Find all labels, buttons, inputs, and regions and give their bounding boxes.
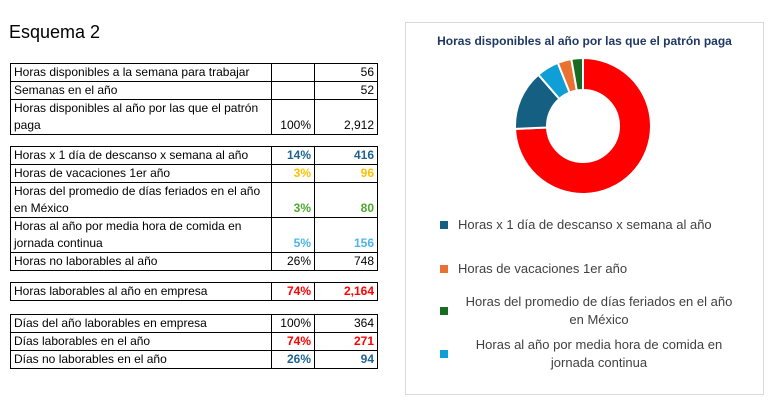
- cell-value[interactable]: 2,912: [314, 99, 378, 135]
- legend-swatch: [440, 350, 448, 358]
- cell-label[interactable]: Semanas en el año: [10, 81, 272, 100]
- cell-value[interactable]: 271: [314, 332, 378, 351]
- cell-value[interactable]: 416: [314, 146, 378, 165]
- table-row: Horas no laborables al año 26% 748: [10, 252, 378, 271]
- cell-value[interactable]: 364: [314, 314, 378, 333]
- legend-label: Horas al año por media hora de comida en…: [475, 337, 723, 370]
- sheet-title: Esquema 2: [9, 22, 101, 42]
- cell-label[interactable]: Horas x 1 día de descanso x semana al añ…: [10, 146, 272, 165]
- cell-label[interactable]: Horas laborables al año en empresa: [10, 282, 272, 301]
- cell-value[interactable]: 2,164: [314, 282, 378, 301]
- legend-item[interactable]: Horas al año por media hora de comida en…: [440, 336, 740, 372]
- table-row: Días del año laborables en empresa 100% 36…: [10, 314, 378, 333]
- legend-swatch: [440, 220, 448, 229]
- table-hours-available: Horas disponibles a la semana para traba…: [10, 63, 378, 135]
- table-row: Horas laborables al año en empresa 74% 2,1…: [10, 282, 378, 301]
- donut-chart[interactable]: Horas disponibles al año por las que el …: [405, 22, 764, 395]
- cell-value[interactable]: 56: [314, 63, 378, 82]
- cell-value[interactable]: 94: [314, 350, 378, 369]
- table-row: Horas x 1 día de descanso x semana al añ…: [10, 146, 378, 165]
- table-row: Días no laborables en el año 26% 94: [10, 350, 378, 369]
- legend-label: Horas de vacaciones 1er año: [458, 261, 628, 276]
- cell-pct[interactable]: 74%: [271, 282, 315, 301]
- legend-swatch: [440, 264, 448, 273]
- cell-label[interactable]: Horas al año por media hora de comida en…: [10, 217, 272, 253]
- table-non-working-hours: Horas x 1 día de descanso x semana al añ…: [10, 146, 378, 271]
- table-row: Semanas en el año 52: [10, 81, 378, 100]
- cell-value[interactable]: 52: [314, 81, 378, 100]
- cell-pct[interactable]: 100%: [271, 314, 315, 333]
- cell-label[interactable]: Días del año laborables en empresa: [10, 314, 272, 333]
- cell-pct[interactable]: 26%: [271, 350, 315, 369]
- donut-slice[interactable]: [514, 56, 652, 195]
- legend-label: Horas del promedio de días feriados en e…: [465, 294, 733, 327]
- chart-title: Horas disponibles al año por las que el …: [437, 34, 732, 48]
- cell-label[interactable]: Horas de vacaciones 1er año: [10, 164, 272, 183]
- cell-pct[interactable]: 5%: [271, 217, 315, 253]
- legend-item[interactable]: Horas de vacaciones 1er año: [440, 261, 627, 276]
- cell-label[interactable]: Horas no laborables al año: [10, 252, 272, 271]
- cell-label[interactable]: Días no laborables en el año: [10, 350, 272, 369]
- table-row: Horas del promedio de días feriados en e…: [10, 182, 378, 218]
- cell-value[interactable]: 80: [314, 182, 378, 218]
- table-row: Horas al año por media hora de comida en…: [10, 217, 378, 253]
- donut-slice[interactable]: [570, 56, 584, 92]
- cell-value[interactable]: 156: [314, 217, 378, 253]
- cell-label[interactable]: Horas disponibles al año por las que el …: [10, 99, 272, 135]
- cell-value[interactable]: 96: [314, 164, 378, 183]
- table-working-hours: Horas laborables al año en empresa 74% 2,1…: [10, 282, 378, 301]
- cell-pct[interactable]: 14%: [271, 146, 315, 165]
- legend-item[interactable]: Horas del promedio de días feriados en e…: [440, 293, 740, 329]
- cell-label[interactable]: Horas disponibles a la semana para traba…: [10, 63, 272, 82]
- table-row: Horas de vacaciones 1er año 3% 96: [10, 164, 378, 183]
- table-row: Días laborables en el año 74% 271: [10, 332, 378, 351]
- table-row: Horas disponibles a la semana para traba…: [10, 63, 378, 82]
- table-working-days: Días del año laborables en empresa 100% 36…: [10, 314, 378, 369]
- cell-pct[interactable]: 3%: [271, 164, 315, 183]
- cell-label[interactable]: Días laborables en el año: [10, 332, 272, 351]
- cell-pct[interactable]: 74%: [271, 332, 315, 351]
- cell-label[interactable]: Horas del promedio de días feriados en e…: [10, 182, 272, 218]
- legend-swatch: [440, 307, 448, 315]
- table-row: Horas disponibles al año por las que el …: [10, 99, 378, 135]
- cell-pct[interactable]: 100%: [271, 99, 315, 135]
- donut-svg: [514, 56, 652, 195]
- cell-pct[interactable]: [271, 81, 315, 100]
- cell-pct[interactable]: [271, 63, 315, 82]
- cell-pct[interactable]: 26%: [271, 252, 315, 271]
- cell-pct[interactable]: 3%: [271, 182, 315, 218]
- legend-label: Horas x 1 día de descanso x semana al añ…: [458, 217, 712, 232]
- cell-value[interactable]: 748: [314, 252, 378, 271]
- legend-item[interactable]: Horas x 1 día de descanso x semana al añ…: [440, 217, 712, 232]
